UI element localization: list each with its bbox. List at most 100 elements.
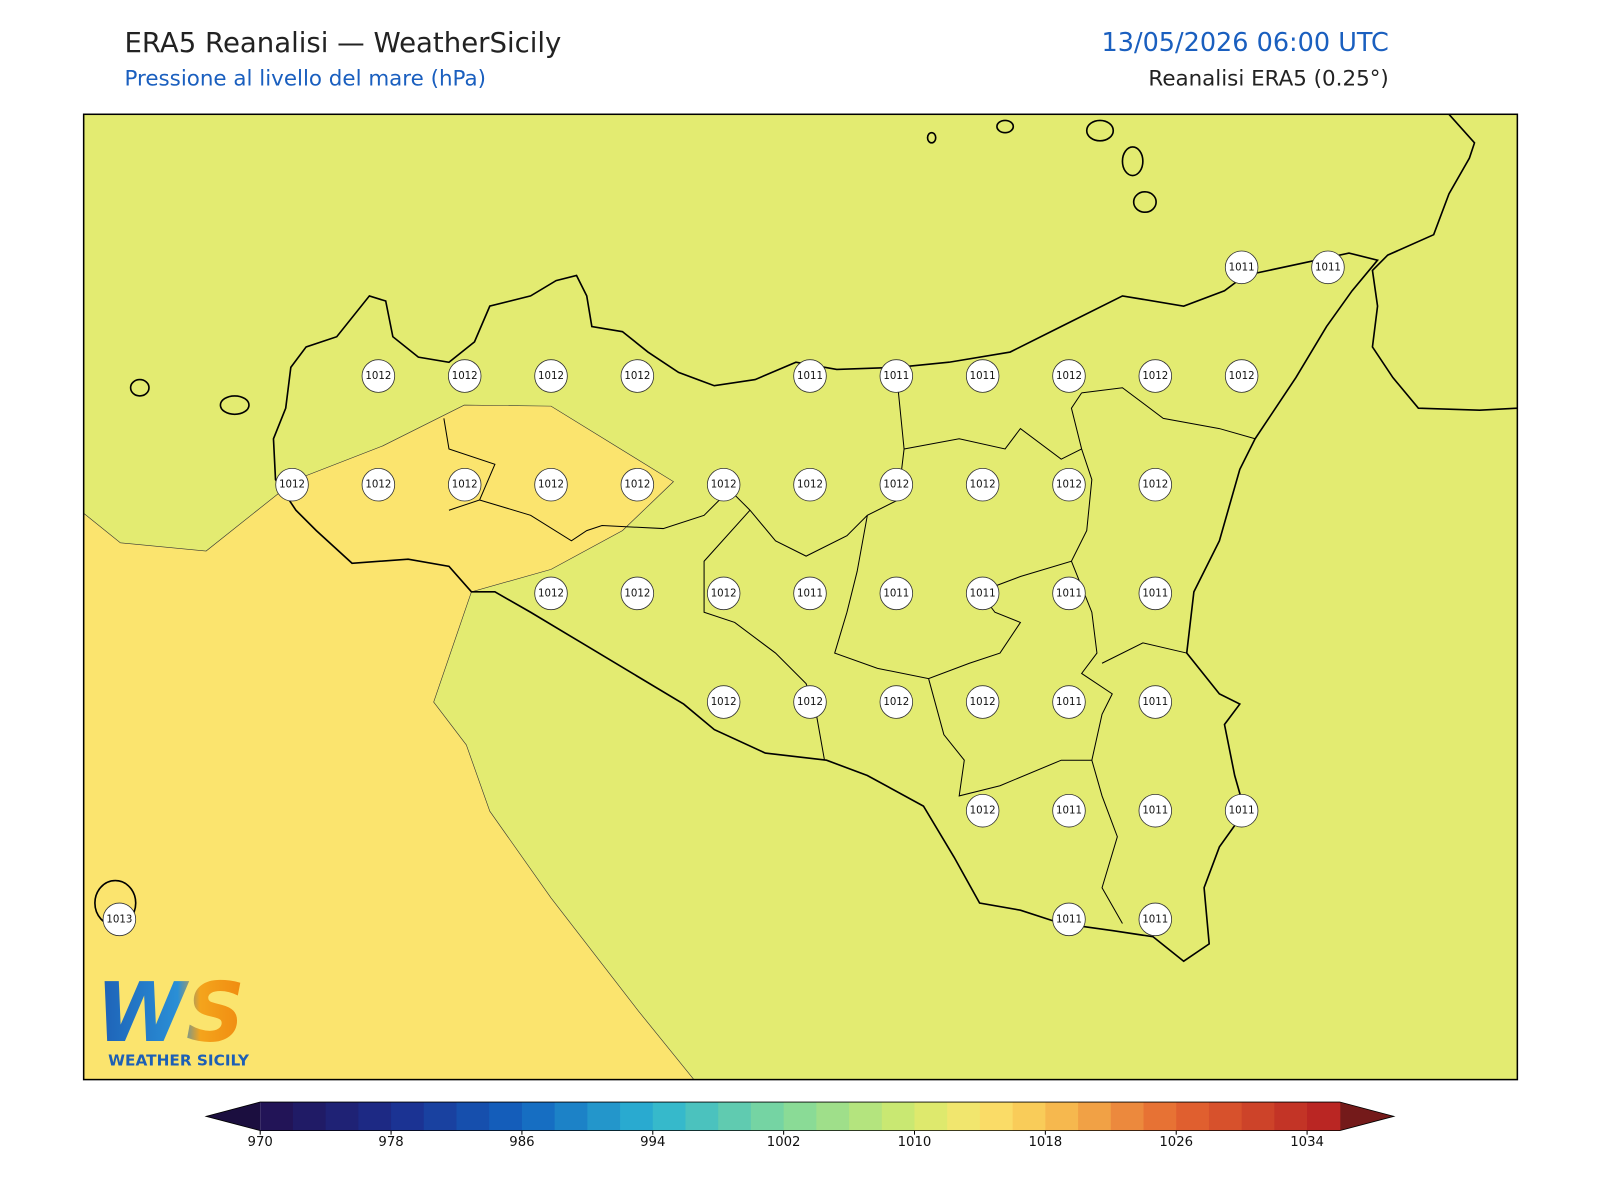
station-marker — [1311, 250, 1345, 285]
station-value: 1012 — [970, 697, 996, 708]
colorbar-segment — [587, 1102, 621, 1131]
colorbar-segment — [1012, 1102, 1046, 1131]
station-marker — [1138, 467, 1173, 502]
station-marker — [965, 576, 1000, 611]
colorbar-segment — [260, 1102, 294, 1131]
subtitle: Pressione al livello del mare (hPa) — [124, 67, 485, 92]
colorbar-segment — [881, 1102, 916, 1131]
station-marker — [447, 467, 482, 502]
station-value: 1012 — [1056, 371, 1082, 382]
station-value: 1012 — [883, 480, 909, 491]
colorbar-tick-label: 1018 — [1028, 1135, 1062, 1150]
colorbar-segment — [391, 1102, 425, 1131]
colorbar-segment — [816, 1102, 850, 1131]
station-marker — [965, 467, 1000, 502]
station-marker — [534, 576, 568, 611]
colorbar-segment — [1208, 1102, 1243, 1131]
station-marker — [447, 359, 482, 393]
station-marker — [1224, 359, 1259, 393]
station-marker — [1052, 576, 1086, 611]
colorbar-segment — [1078, 1102, 1112, 1131]
station-marker — [620, 467, 655, 502]
station-marker — [1138, 902, 1173, 937]
station-marker — [879, 576, 914, 611]
colorbar: 970 978 986 994 1002 1010 1018 1026 1034 — [204, 1101, 1396, 1150]
colorbar-tick-label: 1034 — [1290, 1135, 1324, 1150]
station-marker — [1052, 467, 1086, 502]
sicily-coast — [272, 252, 1380, 963]
colorbar-tick-label: 1026 — [1159, 1135, 1193, 1150]
station-marker — [1052, 902, 1086, 937]
logo: WS WEATHER SICILY — [96, 966, 250, 1070]
station-marker — [361, 467, 396, 502]
station-value: 1012 — [538, 371, 564, 382]
colorbar-segment — [1143, 1102, 1177, 1131]
station-value: 1011 — [883, 371, 909, 382]
colorbar-segment — [620, 1102, 654, 1131]
colorbar-segment — [292, 1102, 327, 1131]
colorbar-segment — [750, 1102, 785, 1131]
station-marker — [793, 576, 827, 611]
station-marker — [965, 685, 1000, 719]
station-marker — [534, 467, 568, 502]
colorbar-over — [1339, 1102, 1394, 1131]
colorbar-segment — [1110, 1102, 1145, 1131]
colorbar-segment — [849, 1102, 883, 1131]
station-marker — [706, 576, 741, 611]
station-value: 1011 — [1056, 914, 1082, 925]
colorbar-segment — [685, 1102, 719, 1131]
island — [129, 378, 150, 397]
station-value: 1011 — [1229, 262, 1255, 273]
colorbar-segment — [783, 1102, 817, 1131]
station-value: 1011 — [1142, 697, 1168, 708]
station-marker — [1052, 685, 1086, 719]
station-marker — [620, 576, 655, 611]
station-marker — [1224, 793, 1259, 828]
station-marker — [965, 793, 1000, 828]
station-value: 1011 — [1056, 588, 1082, 599]
station-marker — [793, 685, 827, 719]
datetime: 13/05/2026 06:00 UTC — [1102, 28, 1389, 58]
station-marker — [793, 467, 827, 502]
colorbar-segment — [1307, 1102, 1341, 1131]
station-value: 1012 — [1142, 480, 1168, 491]
colorbar-tick-label: 1002 — [767, 1135, 801, 1150]
colorbar-segment — [489, 1102, 523, 1131]
station-value: 1012 — [1056, 480, 1082, 491]
island — [996, 119, 1015, 134]
island — [926, 131, 937, 144]
station-value: 1012 — [538, 480, 564, 491]
station-value: 1012 — [624, 371, 650, 382]
station-value: 1011 — [1229, 806, 1255, 817]
colorbar-under — [206, 1102, 261, 1131]
colorbar-tick-label: 1010 — [898, 1135, 932, 1150]
station-value: 1011 — [797, 588, 823, 599]
colorbar-segment — [947, 1102, 981, 1131]
station-value: 1011 — [1142, 914, 1168, 925]
station-value: 1012 — [711, 588, 737, 599]
provinces — [443, 387, 1256, 924]
island — [1085, 119, 1115, 142]
station-marker — [1138, 576, 1173, 611]
station-value: 1012 — [624, 480, 650, 491]
colorbar-segment — [1241, 1102, 1275, 1131]
station-value: 1011 — [1315, 262, 1341, 273]
station-marker — [793, 359, 827, 393]
station-marker — [1052, 359, 1086, 393]
station-value: 1012 — [365, 371, 391, 382]
station-marker — [1138, 359, 1173, 393]
station-marker — [534, 359, 568, 393]
logo-mark: WS — [96, 966, 245, 1061]
map-frame — [82, 113, 1519, 1081]
station-value: 1013 — [106, 914, 132, 925]
station-value: 1012 — [797, 480, 823, 491]
station-value: 1012 — [279, 480, 305, 491]
station-labels: 1011 1011 1012 1012 1012 1012 1011 1011 1011 1012… — [102, 250, 1345, 937]
station-marker — [1052, 793, 1086, 828]
colorbar-segment — [325, 1102, 359, 1131]
source: Reanalisi ERA5 (0.25°) — [1148, 67, 1388, 92]
station-value: 1011 — [797, 371, 823, 382]
colorbar-segment — [1176, 1102, 1210, 1131]
station-value: 1012 — [711, 480, 737, 491]
colorbar-segment — [652, 1102, 687, 1131]
